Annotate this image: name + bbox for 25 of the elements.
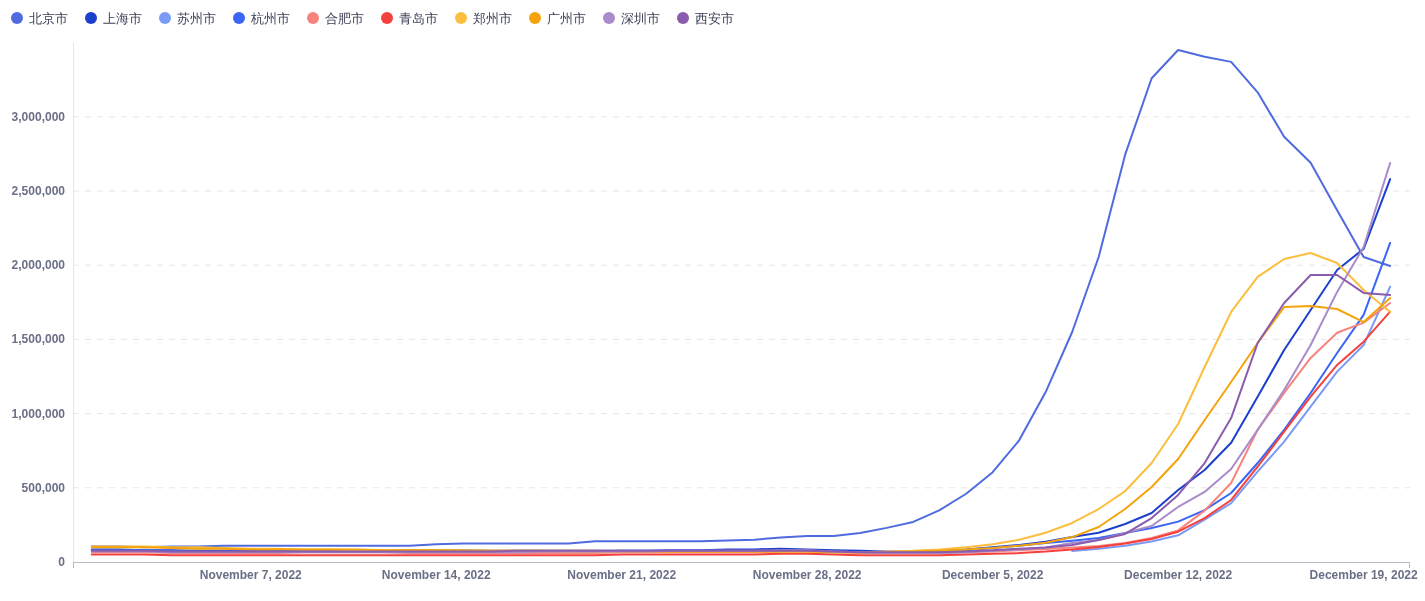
- x-tick-label: November 28, 2022: [752, 568, 862, 582]
- y-tick-label: 0: [58, 555, 66, 569]
- x-tick-label: November 14, 2022: [381, 568, 491, 582]
- line-series: [1071, 285, 1392, 553]
- y-tick-label: 2,000,000: [11, 258, 66, 273]
- y-tick-label: 2,500,000: [11, 184, 66, 198]
- legend-label: 北京市: [29, 10, 68, 26]
- y-tick-label: 500,000: [21, 480, 66, 495]
- x-tick-label: December 5, 2022: [941, 568, 1044, 582]
- legend-label: 上海市: [103, 10, 142, 26]
- legend-label: 广州市: [547, 10, 586, 26]
- x-tick-label: November 21, 2022: [567, 568, 677, 582]
- y-tick-label: 1,500,000: [11, 332, 66, 347]
- y-tick-label: 3,000,000: [11, 109, 66, 124]
- legend-label: 西安市: [695, 10, 734, 26]
- legend-label: 青岛市: [399, 10, 438, 26]
- x-tick-label: December 19, 2022: [1309, 568, 1418, 582]
- x-tick-label: December 12, 2022: [1124, 568, 1233, 582]
- legend-label: 郑州市: [473, 10, 512, 26]
- legend-label: 苏州市: [177, 10, 216, 26]
- legend-label: 合肥市: [325, 10, 364, 26]
- y-tick-label: 1,000,000: [11, 406, 66, 421]
- x-tick-label: November 7, 2022: [199, 568, 303, 582]
- legend-label: 深圳市: [621, 10, 660, 26]
- legend-label: 杭州市: [250, 10, 290, 26]
